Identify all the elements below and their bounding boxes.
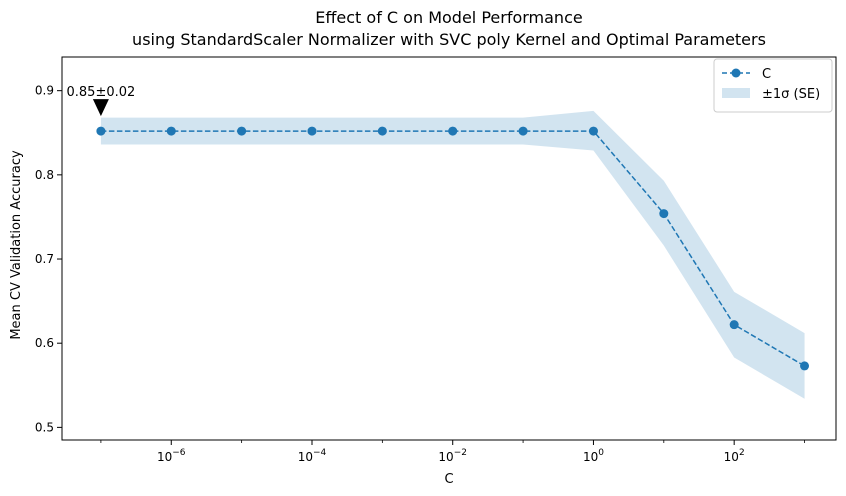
data-point [659,209,669,219]
data-point [96,126,106,136]
data-point [729,320,739,330]
confidence-band-layer [100,110,805,399]
legend-label-band: ±1σ (SE) [762,87,820,102]
y-tick-label: 0.9 [35,84,54,98]
data-point [518,126,528,136]
x-axis-label: C [444,472,453,487]
series-line-c [100,130,805,367]
y-tick-label: 0.7 [35,252,54,266]
y-tick-label: 0.5 [35,420,54,434]
legend-label-series: C [762,67,771,82]
legend-box [713,58,833,113]
data-point [800,361,810,371]
data-point [377,126,387,136]
legend-band-swatch [722,88,750,98]
series-line-layer [100,130,805,367]
x-tick-label: 10−2 [438,448,467,464]
data-point [448,126,458,136]
x-tick-label: 102 [724,448,745,464]
y-axis-label: Mean CV Validation Accuracy [9,150,24,340]
x-tick-label: 10−4 [298,448,327,464]
chart-title-line: Effect of C on Model Performance [315,8,582,27]
chart-subtitle-line: using StandardScaler Normalizer with SVC… [132,30,766,49]
plot-area-frame [61,56,837,441]
data-point [166,126,176,136]
y-tick-label: 0.6 [35,336,54,350]
annotation-arrow [92,99,109,117]
y-axis-ticks: 0.5 0.6 0.7 0.8 0.9 [35,84,62,434]
annotation-layer: 0.85±0.02 [67,85,136,117]
annotation-label: 0.85±0.02 [67,85,136,100]
x-tick-label: 100 [583,448,604,464]
data-point [237,126,247,136]
legend-marker-swatch [731,68,741,78]
series-marker-layer [96,126,810,371]
y-tick-label: 0.8 [35,168,54,182]
x-axis-ticks: 10−6 10−4 10−2 100 102 [100,440,805,464]
chart-title: Effect of C on Model Performance using S… [132,8,766,49]
x-tick-label: 10−6 [157,448,186,464]
confidence-band [100,110,805,399]
data-point [588,126,598,136]
legend: C ±1σ (SE) [713,58,833,113]
data-point [307,126,317,136]
